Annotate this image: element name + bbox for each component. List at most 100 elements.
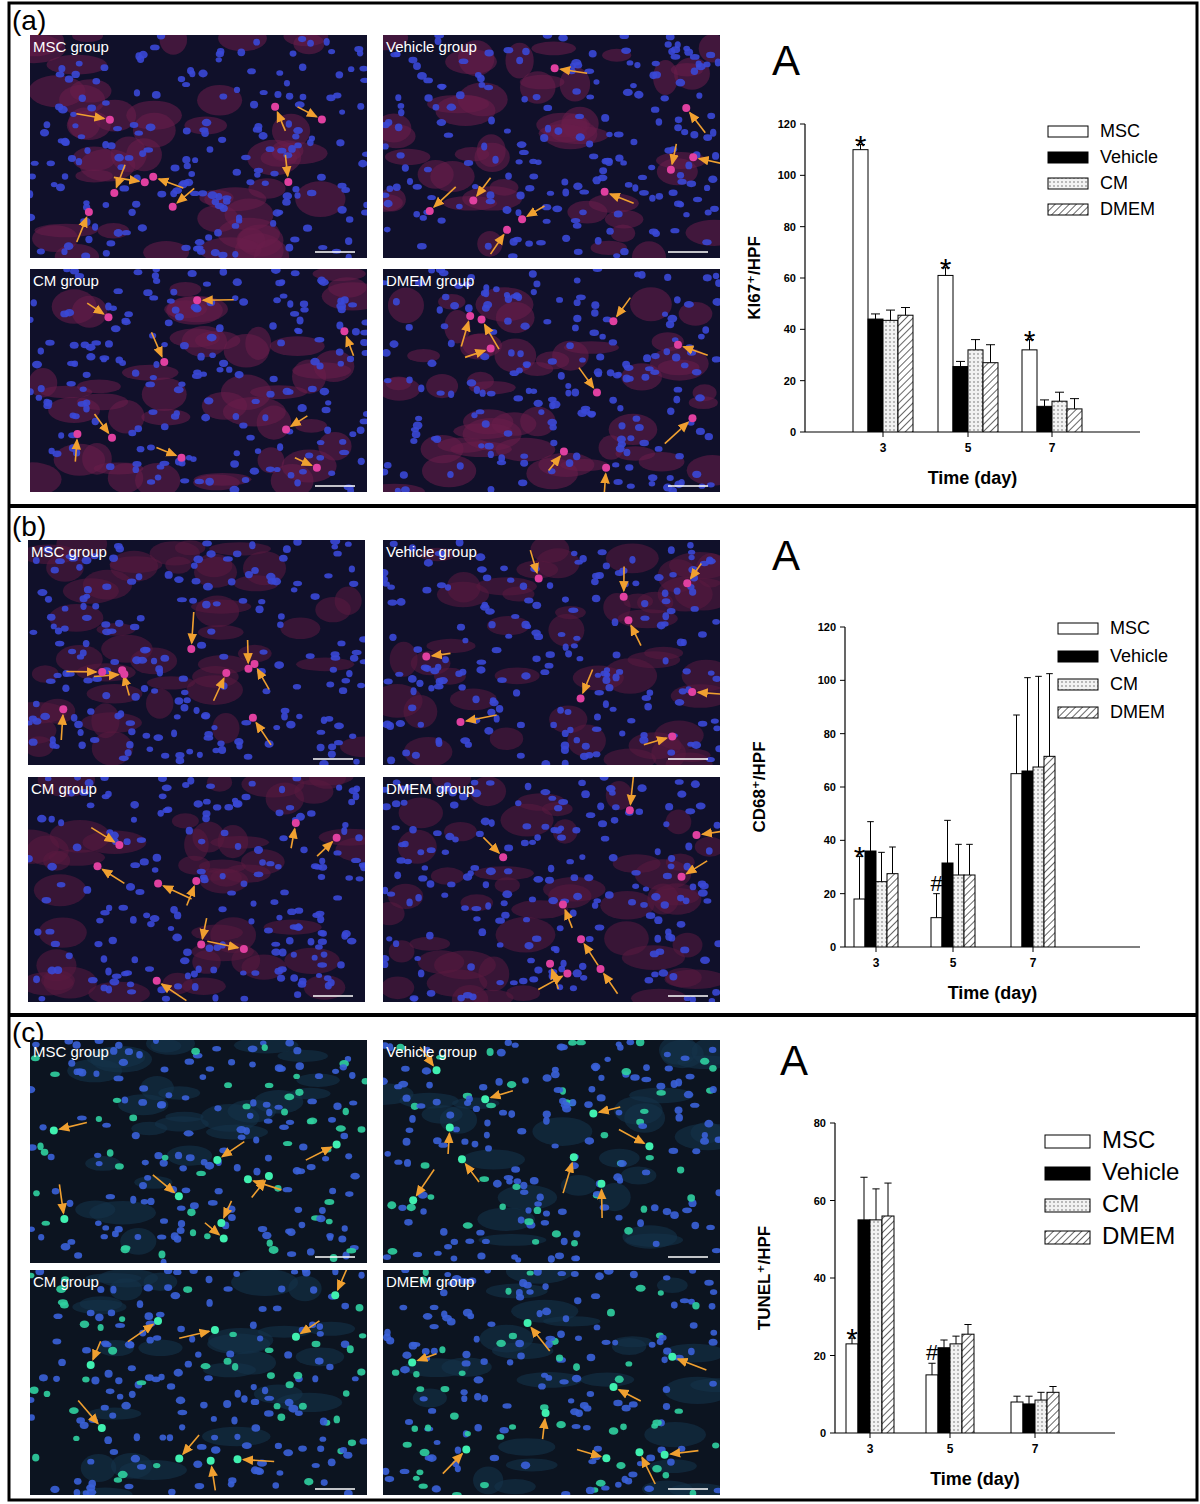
nucleus	[286, 721, 295, 729]
tissue	[130, 647, 177, 674]
nucleus	[351, 858, 361, 863]
nucleus	[122, 230, 131, 235]
nucleus	[121, 971, 129, 976]
nucleus	[105, 340, 113, 347]
nucleus	[411, 427, 419, 432]
nucleus	[74, 721, 83, 729]
nucleus	[317, 730, 326, 735]
tissue	[314, 350, 355, 382]
arrow	[579, 368, 594, 388]
nucleus	[714, 940, 720, 947]
nucleus	[573, 636, 580, 641]
image-background	[383, 269, 720, 492]
nucleus	[132, 201, 140, 208]
positive-cell	[115, 841, 123, 849]
nucleus	[174, 386, 184, 393]
nucleus	[114, 543, 123, 549]
legend-swatch	[1048, 204, 1088, 215]
positive-cell	[177, 454, 185, 462]
tissue	[431, 867, 464, 885]
nucleus	[602, 676, 610, 684]
nucleus	[44, 121, 51, 128]
arrow	[317, 842, 332, 856]
nucleus	[216, 324, 224, 332]
nucleus	[30, 388, 34, 395]
nucleus	[147, 445, 155, 451]
tissue	[43, 967, 97, 999]
nucleus	[286, 805, 294, 811]
nucleus	[114, 713, 122, 720]
nucleus	[479, 390, 485, 397]
nucleus	[589, 329, 599, 336]
nucleus	[413, 184, 422, 190]
nucleus	[532, 656, 540, 663]
positive-cell	[110, 189, 118, 197]
nucleus	[594, 713, 601, 720]
nucleus	[83, 594, 90, 599]
image-background	[28, 777, 365, 1002]
nucleus	[337, 206, 346, 214]
nucleus	[211, 725, 217, 730]
nucleus	[184, 179, 193, 187]
tissue	[399, 798, 443, 829]
nucleus	[593, 269, 603, 272]
positive-cell	[318, 116, 326, 124]
nucleus	[194, 800, 203, 807]
tissue	[172, 813, 199, 828]
tissue	[272, 114, 310, 148]
nucleus	[341, 827, 347, 835]
nucleus	[180, 957, 190, 964]
nucleus	[180, 478, 189, 483]
nucleus	[591, 301, 599, 309]
tissue	[427, 970, 488, 997]
nucleus	[126, 720, 136, 726]
nucleus	[707, 482, 715, 487]
arrow	[346, 337, 353, 356]
nucleus	[318, 939, 327, 945]
nucleus	[640, 902, 648, 908]
arrow	[258, 669, 270, 689]
arrow	[91, 828, 114, 842]
arrow	[466, 715, 496, 721]
arrow	[623, 566, 625, 590]
nucleus	[712, 298, 720, 306]
nucleus	[341, 932, 348, 940]
nucleus	[520, 583, 527, 591]
nucleus	[62, 173, 68, 180]
nucleus	[713, 273, 719, 279]
nucleus	[632, 883, 639, 888]
nucleus	[488, 451, 494, 458]
tissue	[223, 397, 286, 427]
nucleus	[324, 427, 331, 434]
nucleus	[241, 155, 251, 160]
arrow	[672, 144, 676, 164]
nucleus	[192, 578, 201, 584]
tissue	[241, 849, 285, 874]
nucleus	[264, 928, 273, 934]
nucleus	[168, 926, 174, 931]
y-tick-label: 60	[784, 272, 796, 284]
nucleus	[82, 615, 92, 621]
arrow	[256, 723, 271, 745]
nucleus	[84, 586, 92, 593]
panel-label: (a)	[12, 5, 46, 36]
tissue	[175, 540, 205, 555]
tissue	[272, 142, 328, 164]
nucleus	[209, 352, 216, 358]
nucleus	[547, 419, 557, 426]
nucleus	[558, 632, 566, 637]
y-tick-label: 40	[784, 323, 796, 335]
tissue	[567, 724, 606, 757]
nucleus	[508, 349, 515, 356]
nucleus	[689, 555, 695, 560]
positive-cell	[620, 593, 628, 601]
nucleus	[345, 542, 352, 547]
nucleus	[266, 861, 274, 866]
nucleus	[613, 479, 622, 485]
arrow	[461, 322, 468, 347]
nucleus	[290, 311, 299, 317]
nucleus	[184, 697, 191, 703]
nucleus	[281, 713, 288, 721]
tissue	[141, 409, 190, 426]
annotation: *	[1024, 324, 1036, 357]
